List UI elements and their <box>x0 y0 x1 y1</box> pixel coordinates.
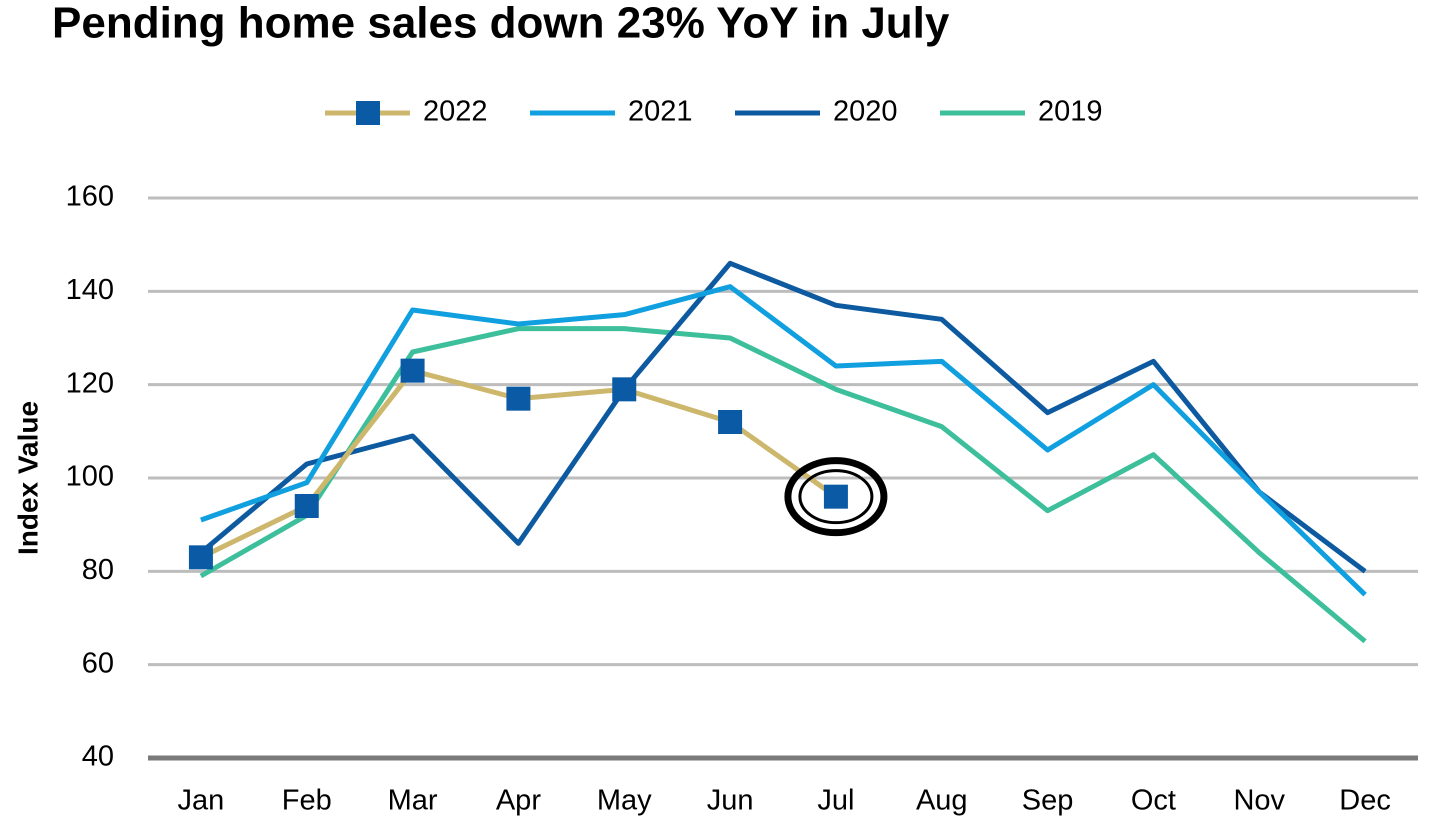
x-tick-label: Feb <box>282 785 332 817</box>
y-tick-label: 40 <box>82 741 114 773</box>
point-marker <box>506 386 531 411</box>
point-marker <box>823 484 848 509</box>
x-tick-label: Jan <box>178 785 225 817</box>
x-tick-label: Oct <box>1131 785 1176 817</box>
point-marker <box>188 545 213 570</box>
point-marker <box>294 494 319 518</box>
y-tick-label: 100 <box>66 461 114 493</box>
x-tick-label: May <box>597 785 652 817</box>
point-marker <box>400 358 425 383</box>
y-tick-label: 120 <box>66 367 114 399</box>
y-tick-label: 160 <box>66 181 114 213</box>
x-tick-label: Aug <box>916 785 968 817</box>
x-tick-label: Nov <box>1233 785 1285 817</box>
x-tick-label: Dec <box>1339 785 1391 817</box>
x-tick-label: Jun <box>707 785 754 817</box>
x-tick-label: Jul <box>817 785 854 817</box>
x-tick-label: Apr <box>496 785 541 817</box>
x-tick-label: Mar <box>388 785 438 817</box>
highlight-ring <box>798 469 874 525</box>
point-marker <box>718 410 743 434</box>
legend-label: 2022 <box>423 96 488 128</box>
x-tick-label: Sep <box>1022 785 1074 817</box>
chart-title: Pending home sales down 23% YoY in July <box>52 0 950 48</box>
y-tick-label: 60 <box>82 647 114 679</box>
series-line <box>199 260 1367 574</box>
legend-label: 2019 <box>1038 96 1103 128</box>
legend-label: 2020 <box>833 96 898 128</box>
y-axis-label: Index Value <box>12 401 43 555</box>
legend-marker <box>356 101 380 125</box>
series-line <box>199 326 1367 644</box>
y-tick-label: 80 <box>82 554 114 586</box>
point-marker <box>612 377 637 402</box>
y-tick-label: 140 <box>66 274 114 306</box>
highlight-ring <box>784 457 888 537</box>
legend-label: 2021 <box>628 96 693 128</box>
series-line <box>200 284 1367 597</box>
